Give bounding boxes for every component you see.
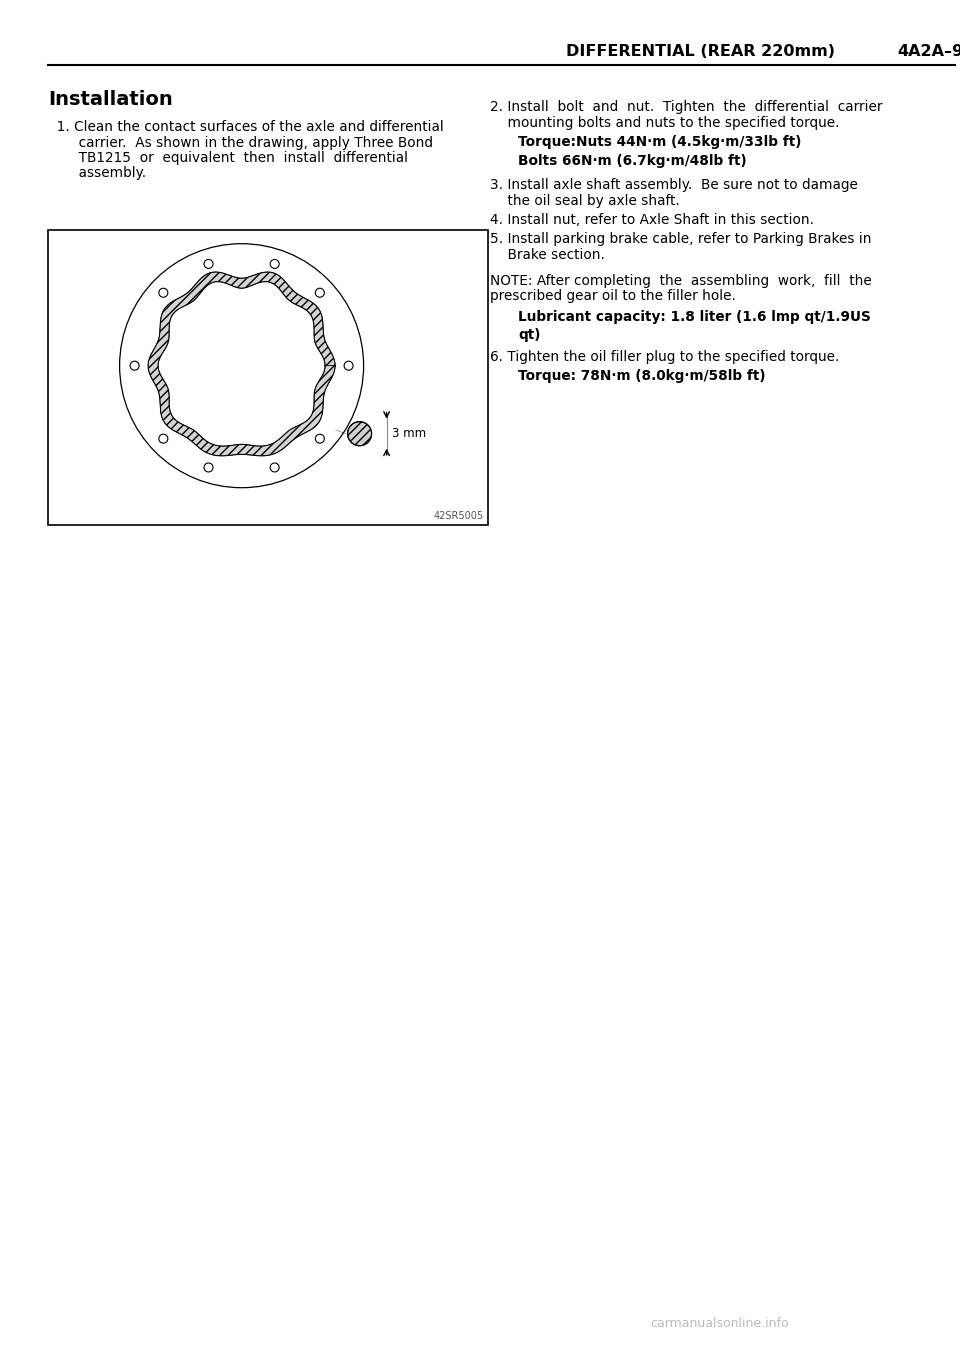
- Circle shape: [204, 259, 213, 269]
- Text: Brake section.: Brake section.: [490, 249, 605, 262]
- Text: NOTE: After completing  the  assembling  work,  fill  the: NOTE: After completing the assembling wo…: [490, 273, 872, 288]
- Text: 6. Tighten the oil filler plug to the specified torque.: 6. Tighten the oil filler plug to the sp…: [490, 349, 839, 364]
- Text: mounting bolts and nuts to the specified torque.: mounting bolts and nuts to the specified…: [490, 115, 839, 129]
- Text: Bolts 66N·m (6.7kg·m/48lb ft): Bolts 66N·m (6.7kg·m/48lb ft): [518, 155, 747, 168]
- Circle shape: [315, 288, 324, 297]
- Circle shape: [270, 259, 279, 269]
- Text: Lubricant capacity: 1.8 liter (1.6 lmp qt/1.9US: Lubricant capacity: 1.8 liter (1.6 lmp q…: [518, 311, 871, 325]
- Text: Torque: 78N·m (8.0kg·m/58lb ft): Torque: 78N·m (8.0kg·m/58lb ft): [518, 369, 765, 383]
- Text: Torque:Nuts 44N·m (4.5kg·m/33lb ft): Torque:Nuts 44N·m (4.5kg·m/33lb ft): [518, 134, 802, 149]
- Polygon shape: [158, 281, 325, 445]
- Polygon shape: [148, 272, 335, 456]
- Text: DIFFERENTIAL (REAR 220mm): DIFFERENTIAL (REAR 220mm): [565, 43, 834, 58]
- Text: the oil seal by axle shaft.: the oil seal by axle shaft.: [490, 193, 680, 208]
- Text: 3 mm: 3 mm: [392, 428, 425, 440]
- Circle shape: [315, 435, 324, 443]
- Text: carmanualsonline.info: carmanualsonline.info: [651, 1317, 789, 1329]
- Text: 42SR5005: 42SR5005: [434, 511, 484, 521]
- Circle shape: [204, 463, 213, 473]
- Text: 4A2A–9: 4A2A–9: [897, 43, 960, 58]
- Text: Installation: Installation: [48, 90, 173, 109]
- Text: 1. Clean the contact surfaces of the axle and differential: 1. Clean the contact surfaces of the axl…: [48, 120, 444, 134]
- Text: 2. Install  bolt  and  nut.  Tighten  the  differential  carrier: 2. Install bolt and nut. Tighten the dif…: [490, 100, 882, 114]
- Circle shape: [344, 361, 353, 371]
- Text: 5. Install parking brake cable, refer to Parking Brakes in: 5. Install parking brake cable, refer to…: [490, 232, 872, 247]
- Text: qt): qt): [518, 329, 540, 342]
- Circle shape: [158, 435, 168, 443]
- Text: carrier.  As shown in the drawing, apply Three Bond: carrier. As shown in the drawing, apply …: [48, 136, 433, 149]
- Text: assembly.: assembly.: [48, 167, 146, 181]
- Circle shape: [158, 288, 168, 297]
- Text: prescribed gear oil to the filler hole.: prescribed gear oil to the filler hole.: [490, 289, 736, 303]
- Text: 4. Install nut, refer to Axle Shaft in this section.: 4. Install nut, refer to Axle Shaft in t…: [490, 213, 814, 227]
- Text: TB1215  or  equivalent  then  install  differential: TB1215 or equivalent then install differ…: [48, 151, 408, 166]
- Text: 3. Install axle shaft assembly.  Be sure not to damage: 3. Install axle shaft assembly. Be sure …: [490, 178, 858, 191]
- Bar: [48, 230, 488, 526]
- Circle shape: [270, 463, 279, 473]
- Circle shape: [131, 361, 139, 371]
- Circle shape: [348, 422, 372, 445]
